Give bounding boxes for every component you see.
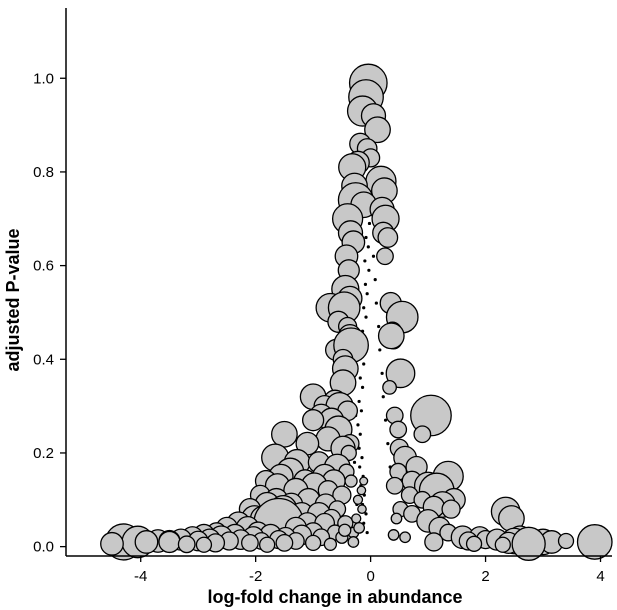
- data-point: [344, 474, 358, 488]
- data-dot: [362, 306, 366, 310]
- data-point: [352, 494, 364, 505]
- data-dot: [383, 418, 388, 422]
- data-point: [353, 521, 366, 534]
- data-dot: [378, 348, 382, 352]
- x-tick-label: 0: [366, 568, 374, 585]
- data-point: [376, 247, 394, 266]
- x-tick-label: -2: [249, 568, 262, 585]
- data-point: [385, 358, 416, 389]
- data-dot: [358, 465, 362, 469]
- data-dot: [364, 315, 368, 319]
- data-dot: [364, 512, 368, 516]
- data-point: [177, 535, 196, 554]
- y-axis-ticks: 0.0 0.2 0.4 0.6 0.8 1.0: [33, 70, 66, 556]
- data-point: [382, 379, 397, 395]
- data-dot: [371, 254, 376, 258]
- data-dot: [360, 385, 365, 389]
- data-dot: [357, 399, 361, 404]
- data-point: [390, 512, 403, 525]
- data-point: [356, 485, 367, 496]
- data-point: [259, 536, 276, 553]
- data-point: [347, 536, 360, 548]
- data-point: [100, 531, 124, 556]
- data-dot: [360, 456, 364, 460]
- data-dot: [363, 282, 368, 286]
- data-point: [270, 420, 298, 448]
- data-dot: [363, 259, 367, 263]
- y-tick-label: 0.0: [33, 539, 54, 556]
- y-tick-label: 0.4: [33, 351, 54, 368]
- data-point: [377, 322, 405, 350]
- data-dot: [386, 441, 390, 446]
- data-point: [576, 524, 613, 560]
- data-dot: [366, 245, 370, 249]
- data-dot: [362, 362, 366, 366]
- x-tick-label: 2: [481, 568, 489, 585]
- data-point: [413, 425, 432, 444]
- data-dot: [358, 432, 362, 436]
- data-dot: [358, 376, 362, 380]
- data-point: [387, 529, 400, 541]
- x-tick-label: -4: [134, 568, 147, 585]
- y-tick-label: 0.6: [33, 258, 54, 275]
- data-point: [241, 533, 259, 552]
- x-tick-label: 4: [596, 568, 604, 585]
- y-axis-title: adjusted P-value: [3, 228, 23, 371]
- data-point: [338, 523, 352, 537]
- data-point: [301, 409, 325, 432]
- data-dot: [374, 301, 378, 305]
- data-point: [494, 536, 511, 553]
- data-point: [465, 535, 483, 552]
- data-dot: [367, 221, 372, 226]
- data-dot: [365, 292, 369, 296]
- data-point: [351, 513, 362, 524]
- data-point: [389, 420, 408, 439]
- x-axis-title: log-fold change in abundance: [207, 587, 462, 607]
- data-point: [364, 116, 391, 144]
- data-dot: [380, 371, 384, 375]
- data-point: [323, 537, 338, 551]
- data-point: [377, 227, 399, 248]
- data-point: [441, 499, 461, 519]
- axes: 0.0 0.2 0.4 0.6 0.8 1.0 -4 -2 0 2 4: [33, 8, 612, 585]
- data-dot: [367, 268, 371, 272]
- y-tick-label: 0.2: [33, 445, 54, 462]
- data-point: [134, 530, 159, 554]
- data-dot: [377, 324, 381, 329]
- data-dot: [365, 530, 369, 535]
- marker-layer: [100, 63, 613, 561]
- data-point: [511, 526, 546, 561]
- data-point: [195, 536, 213, 553]
- data-dot: [364, 235, 368, 240]
- data-point: [158, 530, 181, 554]
- data-point: [399, 531, 411, 544]
- data-point: [359, 476, 369, 486]
- data-dot: [356, 423, 360, 427]
- data-point: [275, 533, 294, 552]
- data-point: [385, 476, 404, 495]
- x-axis-ticks: -4 -2 0 2 4: [134, 556, 605, 585]
- data-point: [304, 534, 322, 552]
- data-point: [424, 532, 444, 552]
- data-dot: [373, 278, 377, 282]
- data-dot: [359, 409, 364, 413]
- y-tick-label: 1.0: [33, 70, 54, 87]
- data-dot: [352, 460, 357, 464]
- y-tick-label: 0.8: [33, 164, 54, 181]
- data-point: [357, 504, 367, 515]
- data-dot: [381, 395, 385, 399]
- data-point: [557, 532, 575, 550]
